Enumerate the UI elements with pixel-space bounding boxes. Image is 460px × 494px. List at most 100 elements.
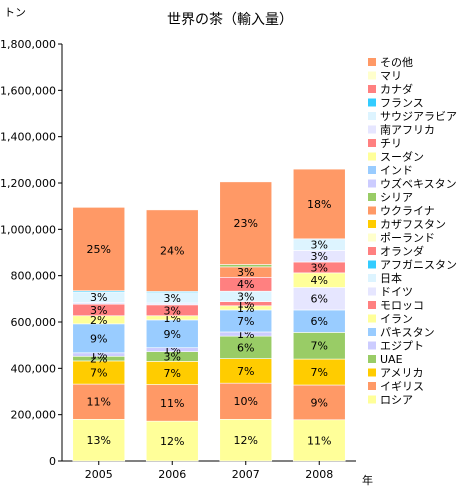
bar-segment (72, 323, 126, 354)
data-label: 13% (87, 434, 111, 447)
bar-segment (219, 382, 273, 420)
data-label: 7% (164, 367, 181, 380)
legend-swatch (368, 112, 376, 120)
data-label: 3% (237, 290, 254, 303)
data-label: 3% (311, 261, 328, 274)
legend-swatch (368, 139, 376, 147)
plot-area: 0 200,000 400,000 600,000 800,000 1,000,000 1,… (0, 38, 356, 481)
bar-segment (145, 209, 199, 292)
data-label: 6% (237, 341, 254, 354)
y-tick-label: 1,000,000 (0, 223, 56, 236)
bar-segment (219, 181, 273, 265)
legend-label: ポーランド (380, 232, 435, 245)
x-tick-label: 2008 (305, 468, 333, 481)
legend-label: ドイツ (380, 286, 413, 299)
legend-label: オランダ (380, 244, 424, 258)
legend-label: モロッコ (380, 299, 424, 312)
bar-segment (292, 384, 346, 421)
legend-swatch (368, 274, 376, 282)
legend-label: イギリス (380, 380, 424, 393)
data-label: 3% (164, 292, 181, 305)
data-label: 9% (311, 396, 328, 409)
legend-swatch (368, 98, 376, 107)
data-label: 7% (237, 315, 254, 328)
data-label: 18% (307, 198, 331, 211)
y-tick-label: 1,800,000 (0, 38, 56, 51)
legend-label: ウズベキスタン (380, 177, 457, 191)
legend-swatch (368, 71, 376, 80)
y-tick-label: 1,600,000 (0, 84, 56, 97)
data-label: 12% (160, 435, 184, 448)
legend-label: サウジアラビア (380, 110, 457, 123)
y-tick-label: 200,000 (11, 409, 57, 422)
bar-segment (145, 319, 199, 349)
bar-segment (219, 264, 273, 268)
legend-swatch (368, 152, 376, 161)
data-label: 25% (87, 243, 111, 256)
data-label: 6% (311, 293, 328, 306)
bar-segment (292, 168, 346, 240)
legend-swatch (368, 301, 376, 309)
legend-label: カナダ (380, 82, 413, 96)
data-label: 2% (90, 314, 107, 327)
data-label: 11% (307, 434, 331, 447)
legend-label: マリ (380, 70, 402, 83)
legend-label: アフガニスタン (380, 259, 457, 272)
legend-label: アメリカ (380, 367, 423, 380)
data-label: 7% (237, 365, 254, 378)
legend-swatch (368, 395, 376, 404)
x-tick-label: 2006 (158, 468, 186, 481)
bar-segment (72, 418, 126, 462)
legend-label: エジプト (380, 340, 424, 353)
legend-swatch (368, 382, 376, 390)
y-axis-label: トン (4, 6, 26, 19)
data-label: 10% (234, 395, 258, 408)
legend-label: ウクライナ (380, 205, 435, 218)
legend-swatch (368, 58, 376, 66)
legend-swatch (368, 328, 376, 336)
legend-swatch (368, 355, 376, 363)
bar-segment (145, 384, 199, 422)
legend: その他マリカナダフランスサウジアラビア南アフリカチリスーダンインドウズベキスタン… (368, 56, 457, 407)
x-tick-label: 2005 (85, 468, 113, 481)
legend-swatch (368, 193, 376, 201)
data-label: 12% (234, 434, 258, 447)
x-tick-label: 2007 (232, 468, 260, 481)
bar-segment (292, 332, 346, 360)
data-label: 3% (164, 304, 181, 317)
legend-label: 日本 (380, 271, 402, 285)
bar-segment (145, 420, 199, 462)
data-label: 7% (311, 340, 328, 353)
legend-swatch (368, 179, 376, 188)
legend-label: シリア (380, 191, 413, 204)
legend-swatch (368, 125, 376, 134)
data-label: 3% (237, 266, 254, 279)
legend-label: イラン (380, 313, 413, 326)
data-label: 7% (311, 366, 328, 379)
chart-title: 世界の茶（輸入量） (167, 12, 293, 28)
data-label: 11% (160, 397, 184, 410)
legend-label: スーダン (380, 150, 424, 164)
legend-swatch (368, 287, 376, 296)
legend-label: 南アフリカ (380, 124, 435, 137)
data-label: 3% (90, 304, 107, 317)
data-label: 4% (237, 278, 254, 291)
legend-label: ロシア (380, 394, 413, 407)
data-label: 9% (164, 328, 181, 341)
y-tick-label: 400,000 (11, 362, 57, 375)
legend-swatch (368, 341, 376, 350)
data-label: 11% (87, 396, 111, 409)
legend-label: UAE (380, 353, 403, 366)
legend-label: その他 (380, 56, 413, 69)
data-label: 3% (311, 239, 328, 252)
data-label: 23% (234, 217, 258, 230)
legend-label: カザフスタン (380, 218, 446, 231)
legend-swatch (368, 314, 376, 323)
legend-label: パキスタン (380, 326, 435, 339)
legend-swatch (368, 247, 376, 255)
bar-segment (72, 207, 126, 292)
legend-swatch (368, 220, 376, 228)
data-label: 3% (164, 351, 181, 364)
legend-swatch (368, 260, 376, 269)
